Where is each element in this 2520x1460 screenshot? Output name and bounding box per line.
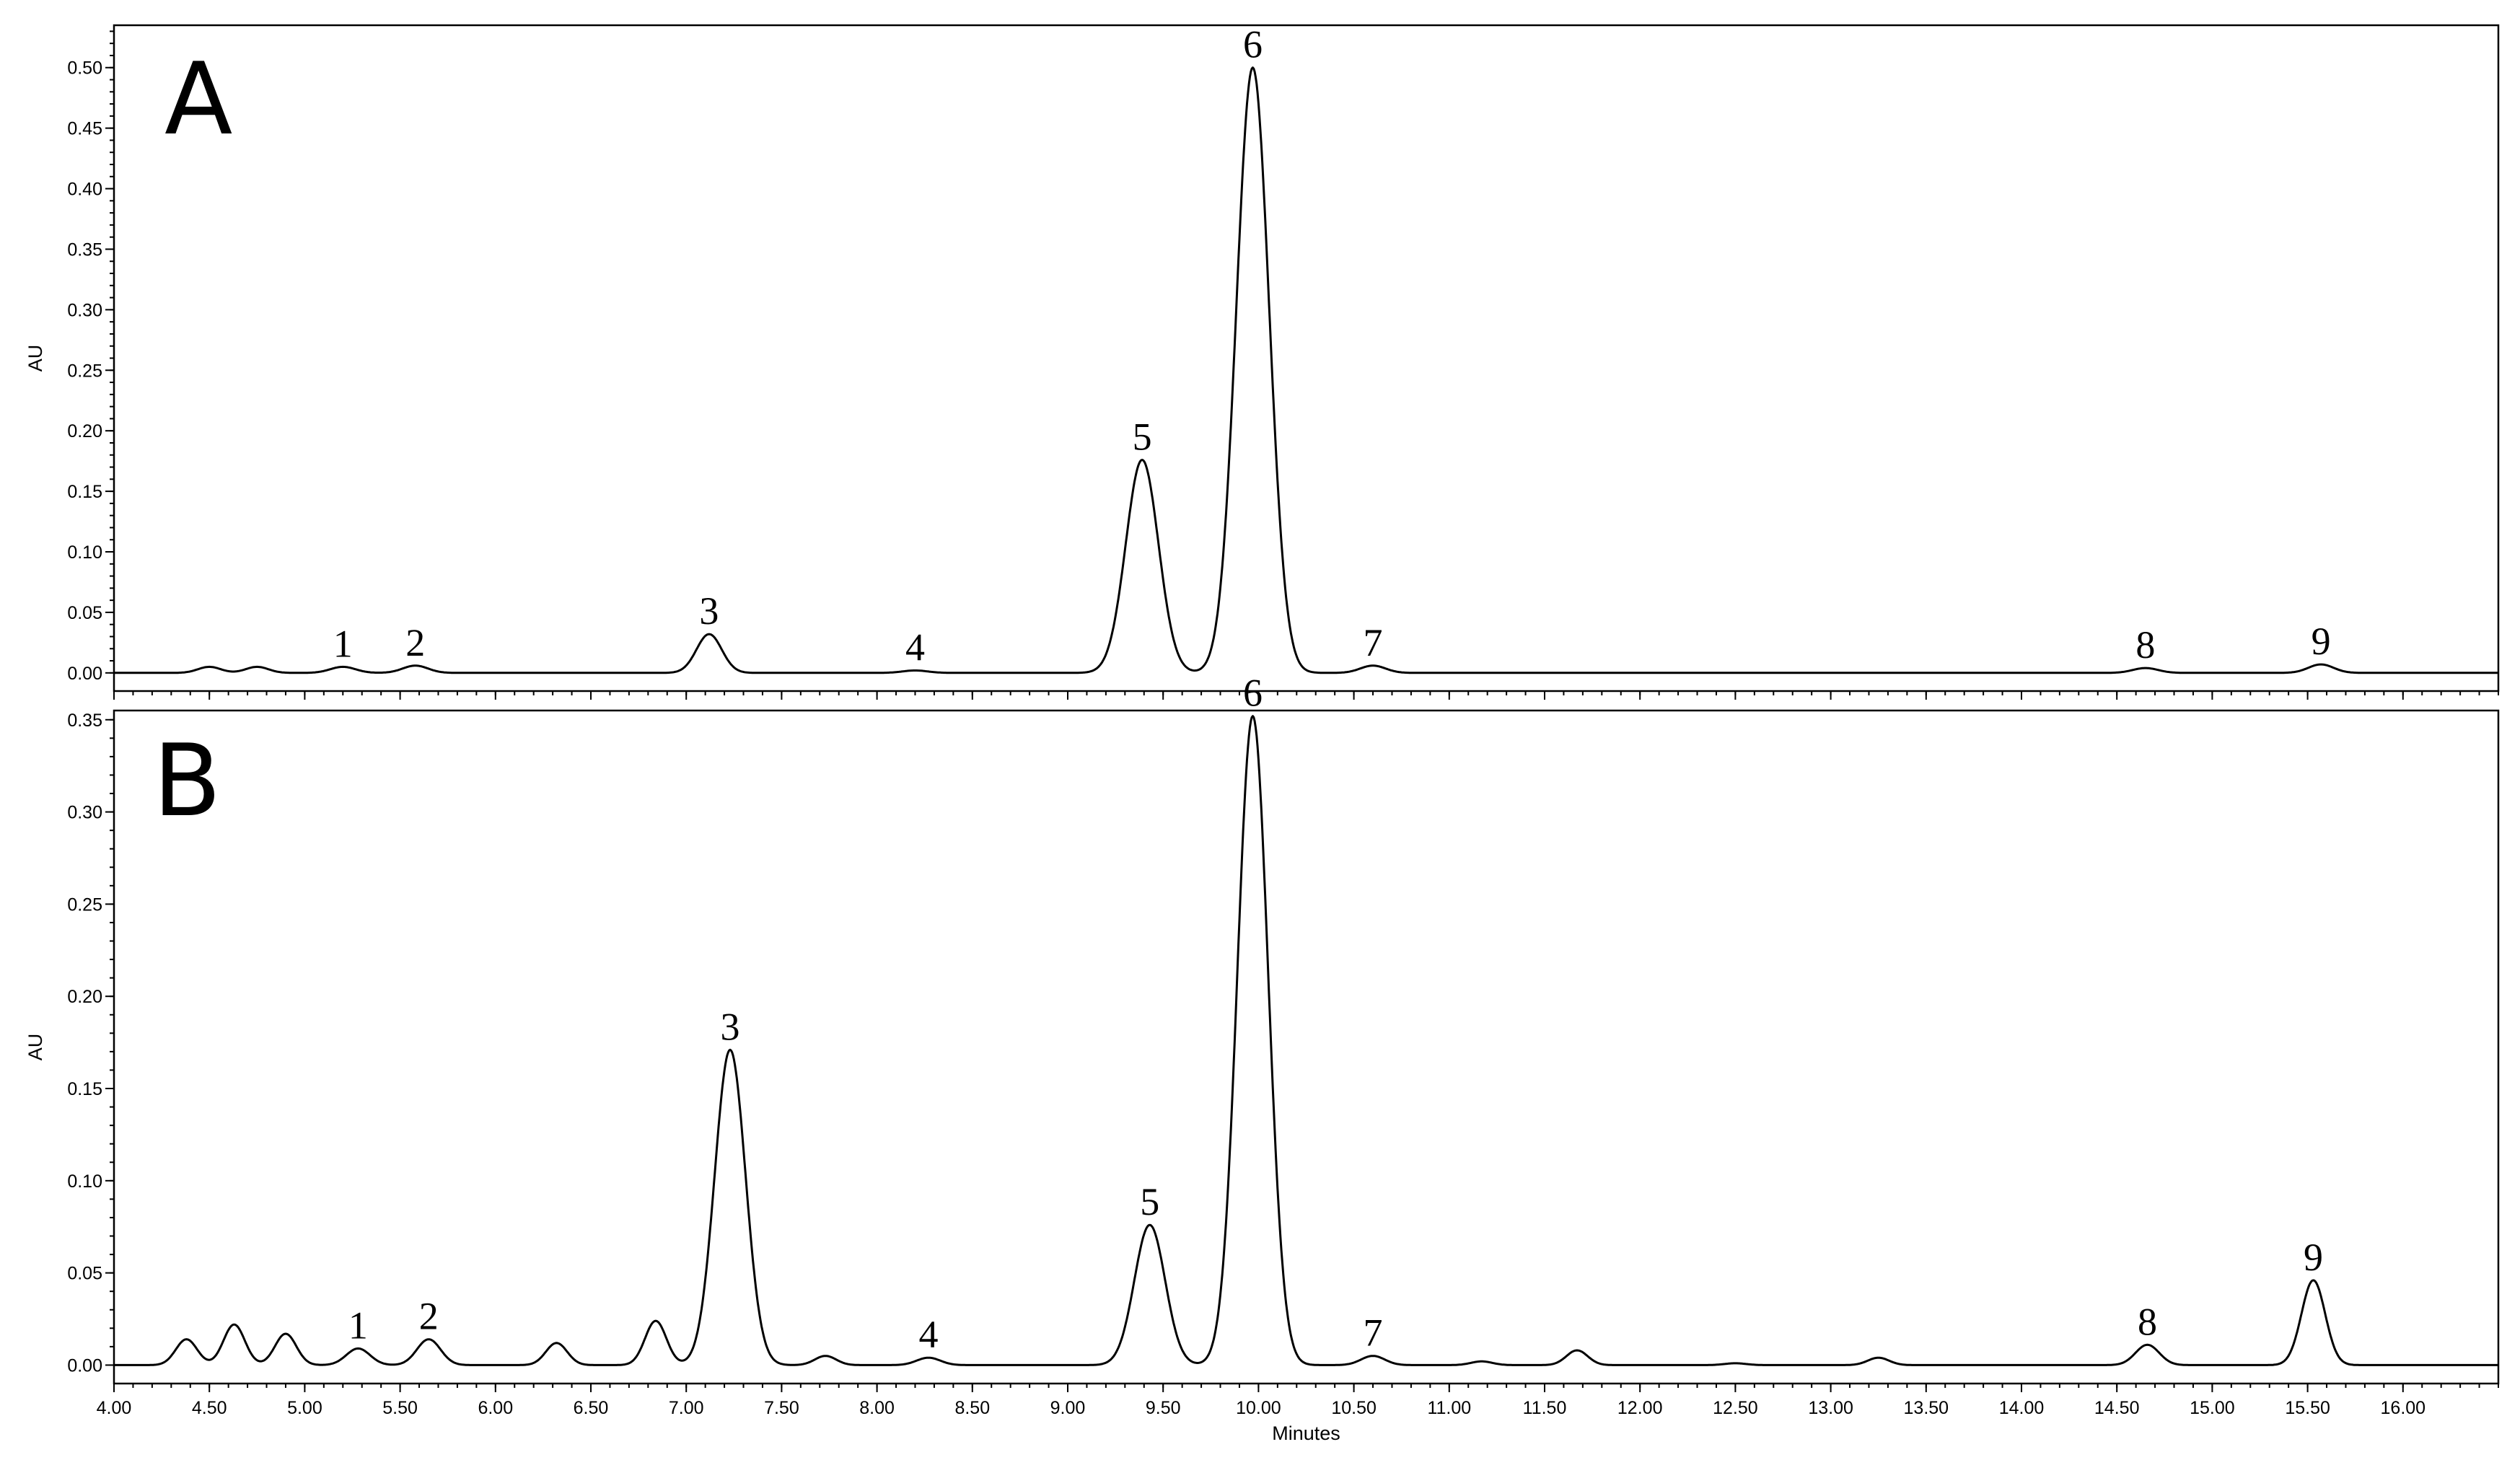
y-axis-title: AU (25, 1034, 46, 1061)
y-tick-label: 0.25 (67, 894, 102, 915)
x-tick-label: 11.00 (1427, 1398, 1471, 1418)
peak-label: 2 (419, 1295, 439, 1338)
peak-label: 8 (2135, 623, 2155, 667)
y-tick-label: 0.35 (67, 239, 102, 260)
y-tick-label: 0.50 (67, 58, 102, 79)
y-tick-label: 0.00 (67, 664, 102, 684)
y-tick-label: 0.05 (67, 1264, 102, 1284)
peak-label: 4 (918, 1313, 938, 1356)
x-tick-label: 10.00 (1236, 1398, 1281, 1418)
peak-label: 5 (1133, 415, 1152, 458)
peak-label: 7 (1364, 621, 1383, 664)
y-tick-label: 0.30 (67, 803, 102, 823)
x-tick-label: 12.00 (1617, 1398, 1663, 1418)
peak-label: 5 (1140, 1180, 1159, 1223)
x-tick-label: 6.00 (478, 1398, 513, 1418)
y-tick-label: 0.20 (67, 987, 102, 1007)
y-tick-label: 0.15 (67, 1079, 102, 1099)
chart-panel-a: 0.00 0.05 0.10 0.15 0.20 0.25 0.30 0.35 0.40 0.45… (25, 23, 2500, 700)
chromatogram-trace (113, 66, 2499, 674)
panel-label: A (164, 41, 232, 157)
x-tick-label: 4.50 (192, 1398, 227, 1418)
y-tick-label: 0.10 (67, 1171, 102, 1192)
x-tick-label: 14.00 (1999, 1398, 2045, 1418)
chromatogram-trace (113, 715, 2499, 1366)
peak-label: 8 (2138, 1300, 2157, 1343)
x-tick-label: 11.50 (1523, 1398, 1567, 1418)
x-tick-label: 10.50 (1331, 1398, 1377, 1418)
x-axis-title: Minutes (1272, 1422, 1340, 1444)
plot-frame (113, 24, 2500, 692)
y-tick-label: 0.40 (67, 180, 102, 200)
y-tick-label: 0.20 (67, 421, 102, 441)
peak-label: 9 (2304, 1236, 2323, 1279)
x-tick-label: 8.50 (954, 1398, 990, 1418)
x-tick-label: 12.50 (1713, 1398, 1758, 1418)
peak-label: 9 (2312, 620, 2331, 663)
y-axis-title: AU (25, 345, 46, 372)
x-tick-label: 15.50 (2285, 1398, 2330, 1418)
x-tick-label: 5.00 (287, 1398, 322, 1418)
y-tick-label: 0.05 (67, 603, 102, 623)
plot-frame (113, 709, 2500, 1385)
y-tick-label: 0.35 (67, 711, 102, 731)
peak-label: 1 (348, 1303, 368, 1347)
peak-label: 6 (1243, 23, 1263, 66)
y-tick-label: 0.00 (67, 1355, 102, 1376)
x-tick-label: 9.50 (1146, 1398, 1181, 1418)
peak-label: 3 (699, 589, 719, 633)
y-tick-label: 0.10 (67, 542, 102, 563)
y-tick-label: 0.45 (67, 119, 102, 139)
x-tick-label: 16.00 (2381, 1398, 2426, 1418)
panel-label: B (153, 723, 221, 839)
x-tick-label: 13.00 (1808, 1398, 1853, 1418)
chart-panel-b: 0.00 0.05 0.10 0.15 0.20 0.25 0.30 0.35 4.00 4.50… (25, 672, 2500, 1444)
x-tick-label: 9.00 (1050, 1398, 1086, 1418)
x-tick-label: 8.00 (859, 1398, 895, 1418)
y-tick-label: 0.25 (67, 361, 102, 381)
x-tick-label: 14.50 (2094, 1398, 2140, 1418)
peak-label: 6 (1243, 672, 1263, 715)
peak-label: 4 (905, 625, 925, 669)
x-tick-label: 5.50 (382, 1398, 418, 1418)
peak-label: 3 (721, 1005, 740, 1048)
peak-label: 2 (405, 621, 425, 664)
x-tick-label: 4.00 (97, 1398, 132, 1418)
y-tick-label: 0.15 (67, 482, 102, 502)
x-tick-label: 6.50 (574, 1398, 609, 1418)
peak-label: 7 (1364, 1311, 1383, 1355)
peak-label: 1 (333, 622, 353, 665)
y-tick-label: 0.30 (67, 300, 102, 320)
x-tick-label: 7.00 (669, 1398, 704, 1418)
x-tick-label: 15.00 (2190, 1398, 2235, 1418)
x-tick-label: 7.50 (764, 1398, 799, 1418)
x-tick-label: 13.50 (1904, 1398, 1949, 1418)
